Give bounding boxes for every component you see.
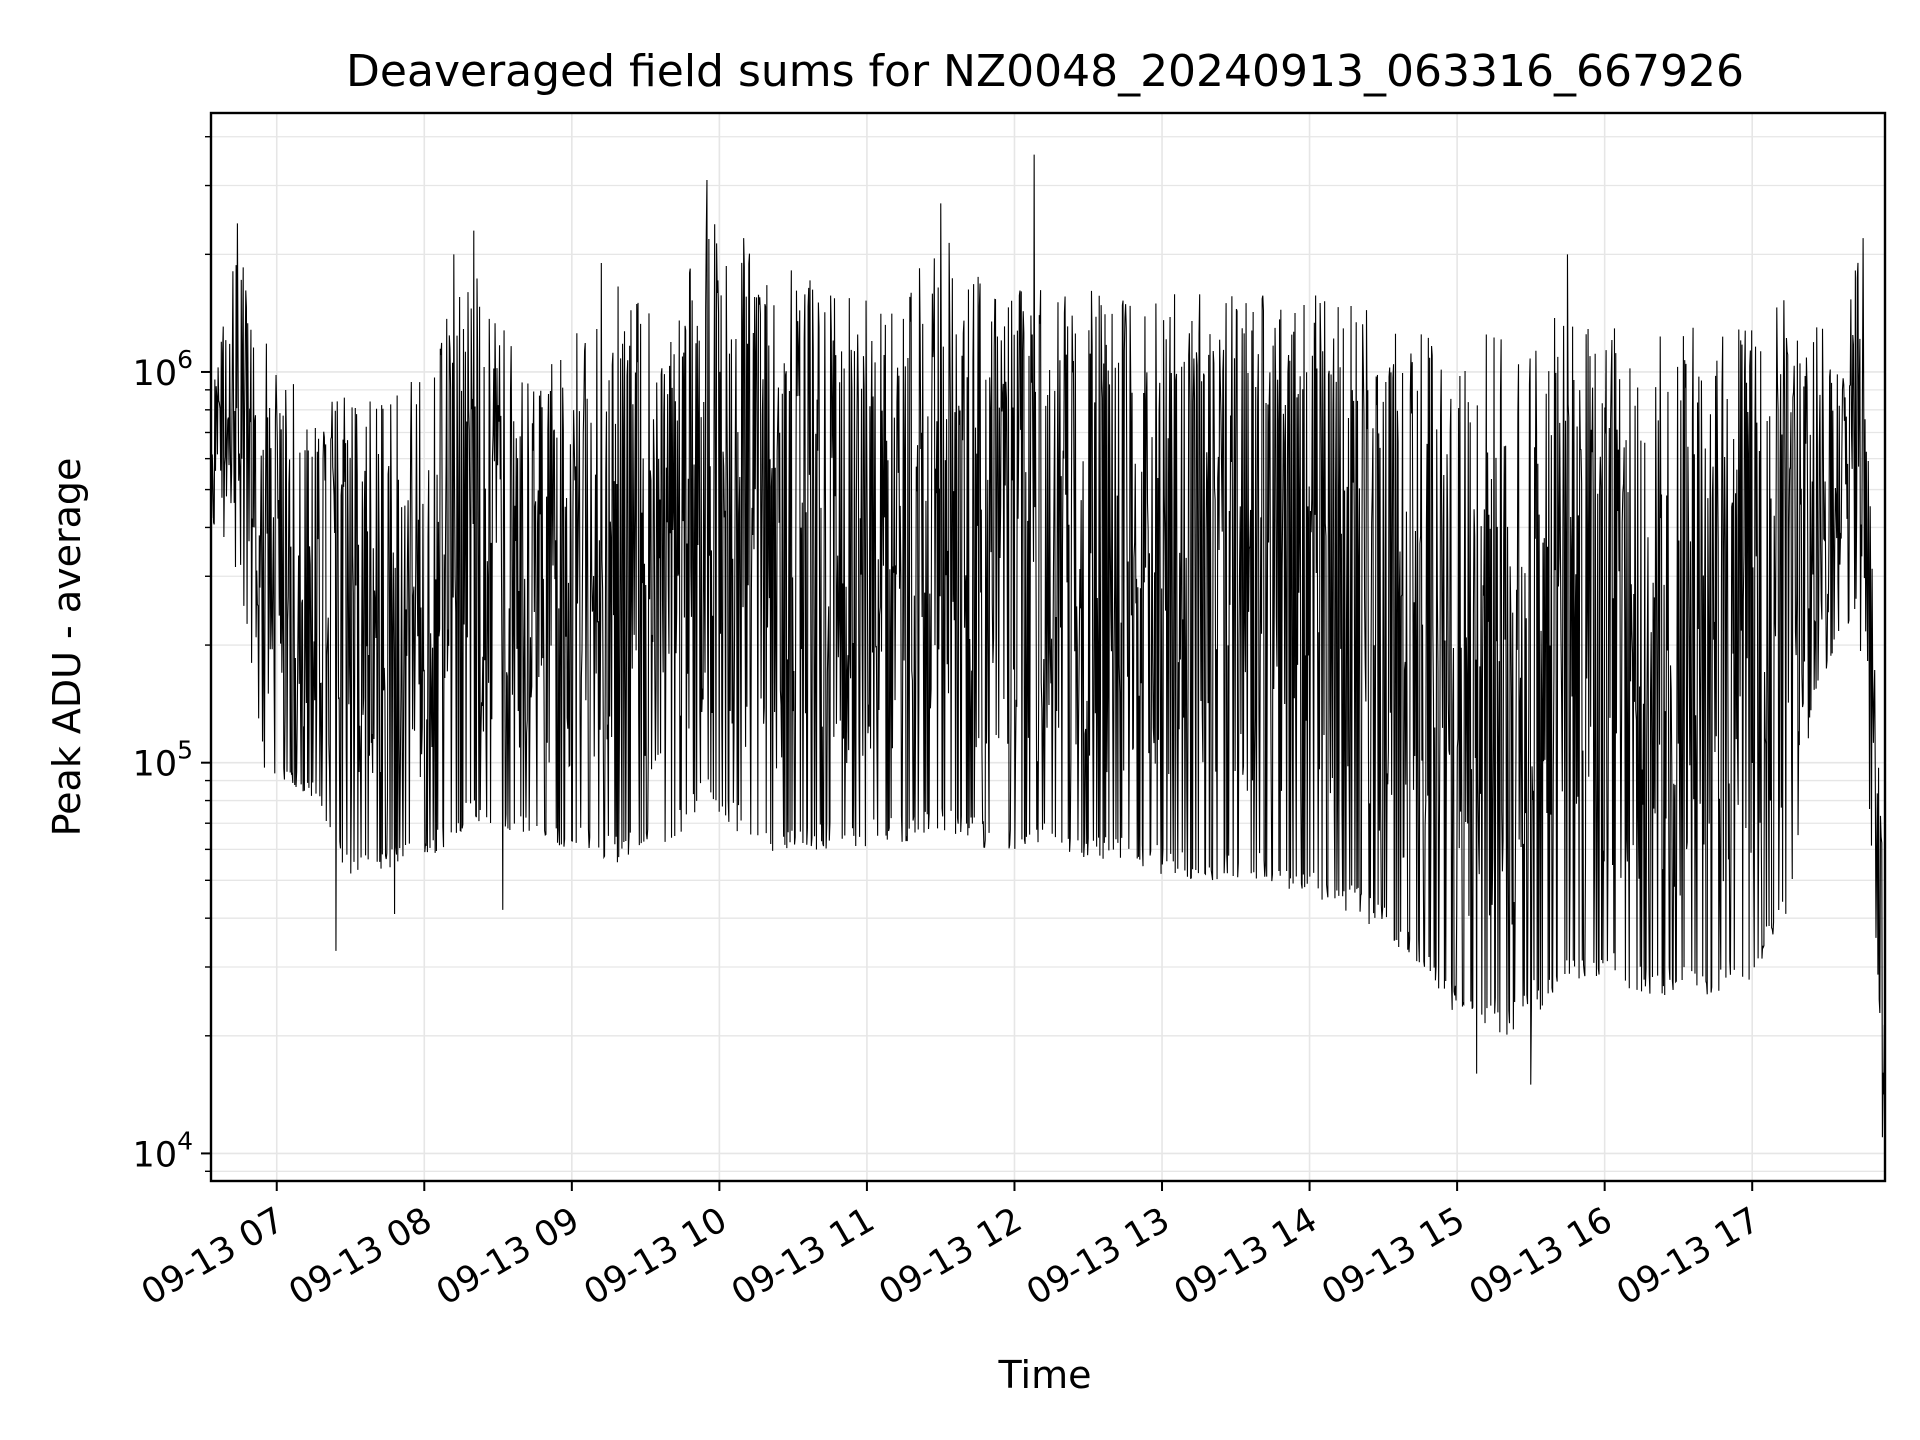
chart-title: Deaveraged field sums for NZ0048_2024091… <box>346 46 1744 97</box>
y-tick-label: 104 <box>133 1126 193 1175</box>
x-axis-label: Time <box>998 1353 1092 1397</box>
y-tick-label: 105 <box>133 736 193 785</box>
y-tick-label: 106 <box>133 345 193 394</box>
series-path <box>210 154 1886 1138</box>
series-line <box>210 154 1886 1138</box>
plot-frame <box>209 111 1887 1183</box>
y-axis: 104 105 106 <box>133 136 211 1175</box>
y-axis-label: Peak ADU - average <box>45 458 89 837</box>
